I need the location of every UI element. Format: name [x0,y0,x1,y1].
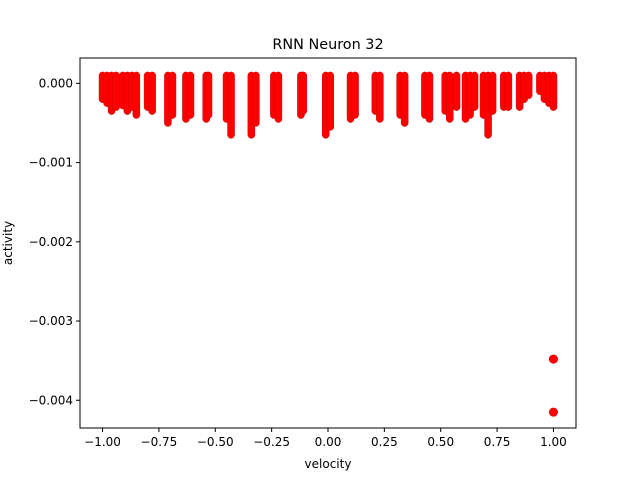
point-column [299,71,307,115]
point-column [132,71,141,119]
y-tick-label: −0.002 [29,235,73,249]
y-tick-label: 0.000 [39,76,73,90]
point-column [148,71,156,115]
outlier-point [548,354,558,364]
point-column [112,71,120,111]
y-axis-ticks: 0.000 −0.001 −0.002 −0.003 −0.004 [29,76,80,407]
point-column [488,71,497,115]
point-column [204,71,213,119]
x-tick-label: 1.00 [540,435,567,449]
point-column [376,71,384,123]
point-column [351,71,359,119]
point-column [227,71,235,139]
x-tick-label: 0.25 [371,435,398,449]
x-tick-label: −0.75 [141,435,178,449]
data-points [98,71,558,417]
point-column [445,71,454,123]
y-tick-label: −0.004 [29,393,73,407]
point-column [400,71,409,127]
point-column [504,71,513,111]
x-axis-ticks: −1.00 −0.75 −0.50 −0.25 0.00 0.25 0.50 0.75 1.00 [84,428,567,449]
point-column [326,71,335,131]
y-tick-label: −0.001 [29,156,73,170]
point-column [168,71,177,119]
point-column [452,71,461,111]
chart-title: RNN Neuron 32 [272,37,383,53]
x-tick-label: 0.00 [315,435,342,449]
point-column [425,71,434,123]
outlier-point [548,407,558,417]
x-tick-label: −0.25 [253,435,290,449]
point-column [186,71,195,119]
y-axis-label: activity [1,221,15,265]
x-tick-label: 0.50 [427,435,454,449]
point-column [549,71,558,111]
point-column [470,71,479,111]
x-tick-label: 0.75 [484,435,511,449]
point-column [274,71,283,123]
point-column [524,71,533,99]
x-axis-label: velocity [305,457,352,471]
y-tick-label: −0.003 [29,314,73,328]
x-tick-label: −1.00 [84,435,121,449]
point-column [252,71,260,127]
x-tick-label: −0.50 [197,435,234,449]
